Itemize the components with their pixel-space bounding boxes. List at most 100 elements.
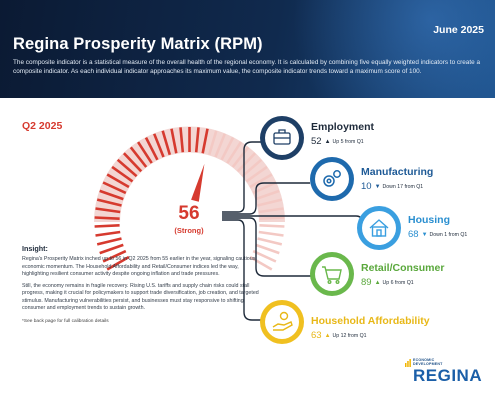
logo-mark-icon <box>405 359 411 367</box>
gauge-tick <box>137 141 153 164</box>
gauge-tick <box>106 255 130 271</box>
up-arrow-icon: ▲ <box>324 138 331 145</box>
gauge-tick <box>252 181 277 195</box>
gauge-tick <box>116 158 138 178</box>
cart-icon <box>322 266 342 285</box>
connector-retail <box>222 217 312 277</box>
quarter-label: Q2 2025 <box>22 120 63 132</box>
retail-badge <box>310 252 354 296</box>
gauge-tick <box>170 128 178 154</box>
gauge-tick <box>252 249 277 263</box>
gauge-tick <box>259 216 285 220</box>
logo-line-1: ECONOMIC <box>413 358 435 362</box>
gauge-tick <box>214 133 227 158</box>
down-arrow-icon: ▼ <box>374 183 381 190</box>
gauge-needle <box>191 163 205 202</box>
gauge-tick <box>201 128 209 154</box>
insight-paragraph-1: Regina's Prosperity Matrix inched up to … <box>22 256 256 277</box>
gauge-ticks <box>94 127 285 271</box>
gauge-tick <box>255 243 280 255</box>
gauge-tick <box>122 152 143 173</box>
metric-manufacturing: Manufacturing 10 ▼ Down 17 from Q1 <box>361 166 433 192</box>
metric-name: Manufacturing <box>361 166 434 178</box>
gauge-tick <box>102 249 127 263</box>
briefcase-icon <box>273 129 291 145</box>
metric-value: 63 <box>311 330 322 341</box>
gauge-tick <box>236 152 257 173</box>
manufacturing-badge <box>310 157 354 201</box>
gauge-tick <box>194 127 200 153</box>
hand-coin-icon <box>272 311 293 331</box>
calibration-note: *See back page for full calibration deta… <box>22 319 109 325</box>
header-glow <box>275 0 495 98</box>
gauge-tick <box>95 207 121 214</box>
up-arrow-icon: ▲ <box>374 279 381 286</box>
insight-paragraph-2: Still, the economy remains in fragile re… <box>22 283 259 312</box>
metric-name: Employment <box>311 121 375 133</box>
gauge-score-label: (Strong) <box>174 226 204 235</box>
report-date: June 2025 <box>433 24 484 36</box>
gauge-tick <box>102 181 127 195</box>
gauge-tick <box>231 146 250 168</box>
metric-value: 89 <box>361 277 372 288</box>
metric-change: Down 17 from Q1 <box>382 183 424 190</box>
metric-retail: Retail/Consumer 89 ▲ Up 6 from Q1 <box>361 262 444 288</box>
up-arrow-icon: ▲ <box>324 332 331 339</box>
housing-badge <box>357 206 401 250</box>
gauge-tick <box>129 146 148 168</box>
metric-change: Up 12 from Q1 <box>332 332 367 339</box>
gauge-tick <box>94 224 120 228</box>
employment-badge <box>260 116 304 160</box>
header-description: The composite indicator is a statistical… <box>13 59 480 75</box>
metric-change: Down 1 from Q1 <box>429 231 468 238</box>
gauge-tick <box>245 165 268 183</box>
gauge-tick <box>258 207 284 214</box>
metric-name: Housing <box>408 214 450 226</box>
gauge-tick <box>179 127 185 153</box>
insight-section: Insight: Regina's Prosperity Matrix inch… <box>22 245 262 326</box>
gauge-tick <box>226 141 242 164</box>
metric-household-affordability: Household Affordability 63 ▲ Up 12 from … <box>311 315 430 341</box>
gauge-tick <box>96 198 122 207</box>
gauge-tick <box>111 165 134 183</box>
logo-line-2: DEVELOPMENT <box>413 362 443 367</box>
gauge-tick <box>95 230 121 237</box>
economic-development-regina-logo: ECONOMIC DEVELOPMENT REGINA <box>405 358 483 386</box>
connector-manufacturing <box>222 182 310 215</box>
metric-change: Up 5 from Q1 <box>332 138 364 145</box>
metric-value: 10 <box>361 181 372 192</box>
gauge-tick <box>257 198 283 207</box>
logo-name: REGINA <box>413 366 483 386</box>
header-banner: Regina Prosperity Matrix (RPM) June 2025… <box>0 0 495 98</box>
metric-name: Household Affordability <box>311 315 430 327</box>
metric-change: Up 6 from Q1 <box>382 279 414 286</box>
gauge-tick <box>220 137 235 161</box>
gauge-tick <box>96 237 122 246</box>
insight-heading: Insight: <box>22 244 48 253</box>
gauge-tick <box>249 255 273 271</box>
gauge-tick <box>207 130 218 156</box>
connector-employment <box>222 141 262 213</box>
gauge-tick <box>241 158 263 178</box>
down-arrow-icon: ▼ <box>421 231 428 238</box>
metric-name: Retail/Consumer <box>361 262 445 274</box>
gauge-and-connectors <box>94 116 401 344</box>
page-title: Regina Prosperity Matrix (RPM) <box>13 35 263 53</box>
gauge-tick <box>152 133 165 158</box>
house-icon <box>369 219 389 237</box>
gauge-tick <box>258 230 284 237</box>
gears-icon <box>323 170 341 187</box>
gauge-tick <box>99 189 124 201</box>
household-badge <box>260 300 304 344</box>
gauge-tick <box>249 173 273 189</box>
gauge-tick <box>99 243 124 255</box>
connector-household <box>222 219 262 321</box>
metric-value: 68 <box>408 229 419 240</box>
metric-housing: Housing 68 ▼ Down 1 from Q1 <box>408 214 467 240</box>
gauge-tick <box>144 137 159 161</box>
gauge-tick <box>161 130 172 156</box>
gauge-tick <box>257 237 283 246</box>
metric-value: 52 <box>311 136 322 147</box>
gauge-tick <box>259 224 285 228</box>
gauge-score: 56 <box>178 203 200 224</box>
